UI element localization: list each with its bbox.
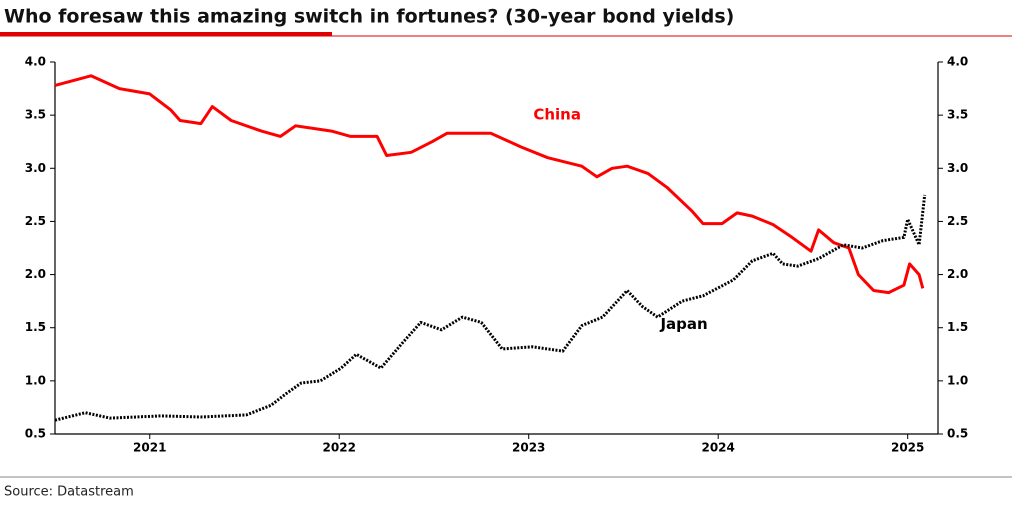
y-tick-label: 0.5 — [947, 427, 968, 441]
y-tick-label: 1.0 — [947, 373, 968, 387]
x-tick-label: 2024 — [701, 441, 734, 455]
x-tick-label: 2021 — [133, 441, 166, 455]
y-tick-label: 4.0 — [947, 55, 968, 69]
x-tick-label: 2022 — [323, 441, 356, 455]
y-tick-label: 0.5 — [25, 427, 46, 441]
source: Source: Datastream — [4, 485, 134, 500]
y-tick-label: 2.0 — [947, 267, 968, 281]
y-tick-label: 1.5 — [947, 320, 968, 334]
y-tick-label: 3.5 — [25, 108, 46, 122]
series-line — [54, 194, 927, 422]
y-tick-label: 2.5 — [947, 214, 968, 228]
y-tick-label: 4.0 — [25, 55, 46, 69]
x-tick-label: 2025 — [891, 441, 924, 455]
series-line — [54, 74, 925, 295]
y-tick-label: 3.0 — [947, 161, 968, 175]
y-tick-label: 1.0 — [25, 373, 46, 387]
series-label: China — [533, 106, 581, 124]
y-tick-label: 2.5 — [25, 214, 46, 228]
y-tick-label: 3.0 — [25, 161, 46, 175]
y-tick-label: 2.0 — [25, 267, 46, 281]
series-label: Japan — [659, 315, 707, 333]
y-tick-label: 1.5 — [25, 320, 46, 334]
chart-title: Who foresaw this amazing switch in fortu… — [4, 6, 734, 28]
x-tick-label: 2023 — [512, 441, 545, 455]
title-accent — [0, 32, 332, 36]
y-tick-label: 3.5 — [947, 108, 968, 122]
